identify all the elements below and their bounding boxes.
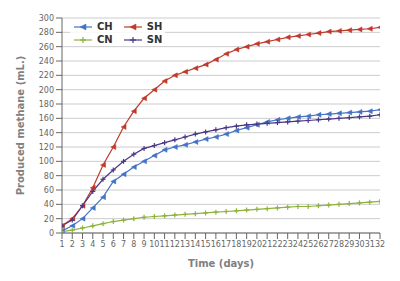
svg-text:5: 5: [100, 240, 105, 249]
svg-text:80: 80: [44, 172, 54, 181]
svg-text:8: 8: [131, 240, 136, 249]
svg-text:12: 12: [170, 240, 180, 249]
svg-text:240: 240: [39, 57, 54, 66]
svg-text:200: 200: [39, 86, 54, 95]
svg-text:19: 19: [242, 240, 252, 249]
svg-text:100: 100: [39, 157, 54, 166]
svg-text:23: 23: [283, 240, 293, 249]
svg-text:13: 13: [180, 240, 190, 249]
svg-text:2: 2: [70, 240, 75, 249]
svg-text:26: 26: [313, 240, 323, 249]
svg-text:25: 25: [303, 240, 313, 249]
svg-text:180: 180: [39, 100, 54, 109]
svg-text:27: 27: [324, 240, 334, 249]
svg-text:30: 30: [354, 240, 364, 249]
svg-text:16: 16: [211, 240, 221, 249]
svg-text:17: 17: [221, 240, 231, 249]
svg-text:21: 21: [262, 240, 272, 249]
svg-text:31: 31: [365, 240, 375, 249]
svg-text:11: 11: [159, 240, 169, 249]
svg-text:15: 15: [201, 240, 211, 249]
svg-text:7: 7: [121, 240, 126, 249]
html-text:CH: CH: [97, 21, 113, 32]
svg-text:1: 1: [59, 240, 64, 249]
svg-text:160: 160: [39, 114, 54, 123]
svg-text:14: 14: [190, 240, 200, 249]
html-text:CN: CN: [97, 34, 113, 45]
svg-text:29: 29: [344, 240, 354, 249]
svg-text:60: 60: [44, 186, 54, 195]
svg-text:0: 0: [49, 229, 54, 238]
svg-text:220: 220: [39, 71, 54, 80]
html-text:SN: SN: [146, 34, 163, 45]
svg-text:3: 3: [80, 240, 85, 249]
svg-text:Produced methane (mL.): Produced methane (mL.): [15, 56, 26, 196]
svg-text:140: 140: [39, 129, 54, 138]
svg-text:120: 120: [39, 143, 54, 152]
svg-text:32: 32: [375, 240, 385, 249]
svg-text:4: 4: [90, 240, 95, 249]
svg-text:300: 300: [39, 14, 54, 23]
svg-text:10: 10: [149, 240, 159, 249]
svg-text:280: 280: [39, 28, 54, 37]
svg-text:9: 9: [142, 240, 147, 249]
svg-text:20: 20: [44, 215, 54, 224]
svg-text:Time (days): Time (days): [188, 258, 254, 269]
svg-text:18: 18: [231, 240, 241, 249]
html-text:SH: SH: [146, 21, 163, 32]
svg-text:40: 40: [44, 200, 54, 209]
svg-text:20: 20: [252, 240, 262, 249]
svg-text:22: 22: [272, 240, 282, 249]
svg-text:24: 24: [293, 240, 303, 249]
svg-text:6: 6: [111, 240, 116, 249]
svg-text:28: 28: [334, 240, 344, 249]
svg-text:260: 260: [39, 43, 54, 52]
